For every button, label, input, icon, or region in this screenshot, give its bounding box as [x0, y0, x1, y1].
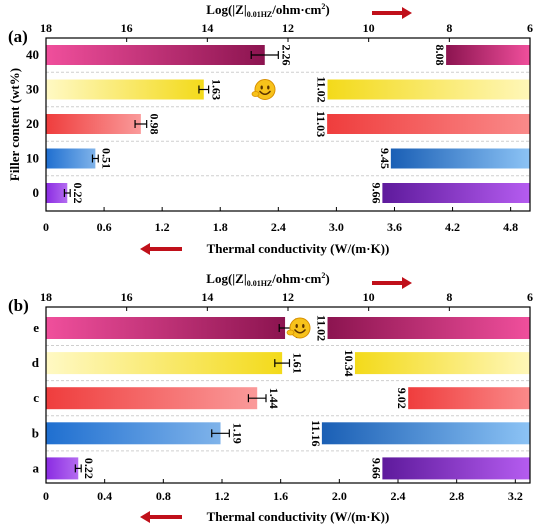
top-tick-label: 10: [363, 21, 375, 35]
top-tick-label: 14: [201, 21, 213, 35]
bottom-tick-label: 4.8: [503, 220, 518, 234]
top-tick-label: 14: [201, 290, 213, 304]
bottom-tick-label: 3.0: [329, 220, 344, 234]
conductivity-bar: [46, 352, 283, 375]
bottom-tick-label: 3.6: [387, 220, 402, 234]
category-label: d: [32, 355, 40, 370]
panel-label: (b): [8, 296, 29, 315]
impedance-bar: [327, 79, 530, 100]
top-tick-label: 18: [40, 21, 52, 35]
bottom-tick-label: 2.4: [271, 220, 286, 234]
conductivity-bar: [46, 183, 68, 203]
impedance-value-label: 8.08: [433, 45, 447, 66]
arrow-head-icon: [402, 7, 412, 19]
top-tick-label: 18: [40, 290, 52, 304]
impedance-bar: [327, 317, 530, 339]
category-label: 10: [26, 151, 39, 166]
bottom-tick-label: 1.2: [155, 220, 170, 234]
top-tick-label: 6: [527, 290, 533, 304]
conductivity-bar: [46, 457, 79, 480]
category-label: c: [33, 390, 39, 405]
top-tick-label: 12: [282, 290, 294, 304]
bottom-tick-label: 1.6: [273, 489, 288, 503]
conductivity-bar: [46, 148, 96, 169]
impedance-value-label: 9.66: [369, 183, 383, 204]
smiley-icon: [286, 317, 311, 339]
impedance-bar: [390, 148, 530, 169]
conductivity-bar: [46, 45, 265, 65]
top-tick-label: 16: [121, 290, 133, 304]
bottom-tick-label: 2.8: [449, 489, 464, 503]
impedance-bar: [382, 183, 530, 203]
category-label: e: [33, 320, 39, 335]
impedance-value-label: 11.02: [315, 315, 329, 341]
top-tick-label: 8: [446, 290, 452, 304]
plot-frame: [45, 37, 531, 212]
panel-a: Log(|Z|0.01HZ/ohm·cm2) 18 16 14 12 10 8 6 0 0.6 1.…: [7, 2, 533, 256]
top-tick-label: 10: [363, 290, 375, 304]
bottom-axis-title: Thermal conductivity (W/(m·K)): [207, 241, 390, 256]
arrow-head-icon: [140, 243, 150, 255]
impedance-value-label: 11.03: [314, 111, 328, 137]
category-label: a: [33, 460, 40, 475]
bottom-tick-label: 0: [43, 489, 49, 503]
conductivity-value-label: 1.44: [267, 388, 281, 409]
bottom-tick-label: 4.2: [445, 220, 460, 234]
arrow-head-icon: [140, 511, 150, 523]
bottom-axis-title: Thermal conductivity (W/(m·K)): [207, 509, 390, 524]
top-tick-label: 12: [282, 21, 294, 35]
top-tick-label: 6: [527, 21, 533, 35]
impedance-value-label: 9.45: [378, 148, 392, 169]
arrow-head-icon: [402, 277, 412, 289]
impedance-bar: [354, 352, 530, 375]
y-axis-title: Filler content (wt%): [7, 68, 22, 181]
conductivity-value-label: 0.51: [99, 148, 113, 169]
conductivity-value-label: 1.61: [290, 353, 304, 374]
category-label: 0: [33, 185, 40, 200]
conductivity-value-label: 0.22: [71, 183, 85, 204]
impedance-bar: [446, 45, 530, 65]
conductivity-value-label: 0.98: [148, 114, 162, 135]
panel-b: Log(|Z|0.01HZ/ohm·cm2)18 16 14 12 10 8 60 0.4 0.…: [8, 271, 533, 524]
conductivity-bar: [46, 317, 286, 339]
category-label: 40: [26, 47, 39, 62]
bottom-tick-label: 0: [43, 220, 49, 234]
impedance-value-label: 9.02: [395, 388, 409, 409]
bottom-tick-label: 3.2: [508, 489, 523, 503]
conductivity-bar: [46, 422, 221, 445]
category-label: b: [32, 425, 39, 440]
conductivity-value-label: 1.19: [230, 423, 244, 444]
impedance-bar: [327, 114, 530, 134]
top-tick-label: 8: [446, 21, 452, 35]
impedance-bar: [382, 457, 530, 480]
top-axis-title: Log(|Z|0.01HZ/ohm·cm2): [206, 2, 329, 19]
top-axis-title: Log(|Z|0.01HZ/ohm·cm2): [206, 271, 329, 288]
panel-label: (a): [8, 27, 28, 46]
smiley-icon: [251, 79, 276, 100]
bottom-tick-label: 0.4: [97, 489, 112, 503]
conductivity-value-label: 2.26: [279, 45, 293, 66]
conductivity-bar: [46, 114, 141, 134]
bottom-tick-label: 1.2: [215, 489, 230, 503]
top-tick-label: 16: [121, 21, 133, 35]
conductivity-bar: [46, 387, 258, 410]
bottom-tick-label: 2.0: [332, 489, 347, 503]
impedance-value-label: 11.02: [315, 76, 329, 102]
impedance-value-label: 9.66: [369, 458, 383, 479]
impedance-bar: [321, 422, 530, 445]
conductivity-value-label: 0.22: [82, 458, 96, 479]
impedance-value-label: 11.16: [309, 420, 323, 446]
category-label: 20: [26, 116, 39, 131]
bottom-tick-label: 0.6: [97, 220, 112, 234]
conductivity-bar: [46, 79, 204, 100]
plot-frame: [45, 306, 531, 484]
impedance-value-label: 10.34: [342, 350, 356, 377]
category-label: 30: [26, 82, 39, 97]
conductivity-value-label: 1.63: [210, 79, 224, 100]
bottom-tick-label: 0.8: [156, 489, 171, 503]
bottom-tick-label: 1.8: [213, 220, 228, 234]
impedance-bar: [408, 387, 530, 410]
bottom-tick-label: 2.4: [391, 489, 406, 503]
